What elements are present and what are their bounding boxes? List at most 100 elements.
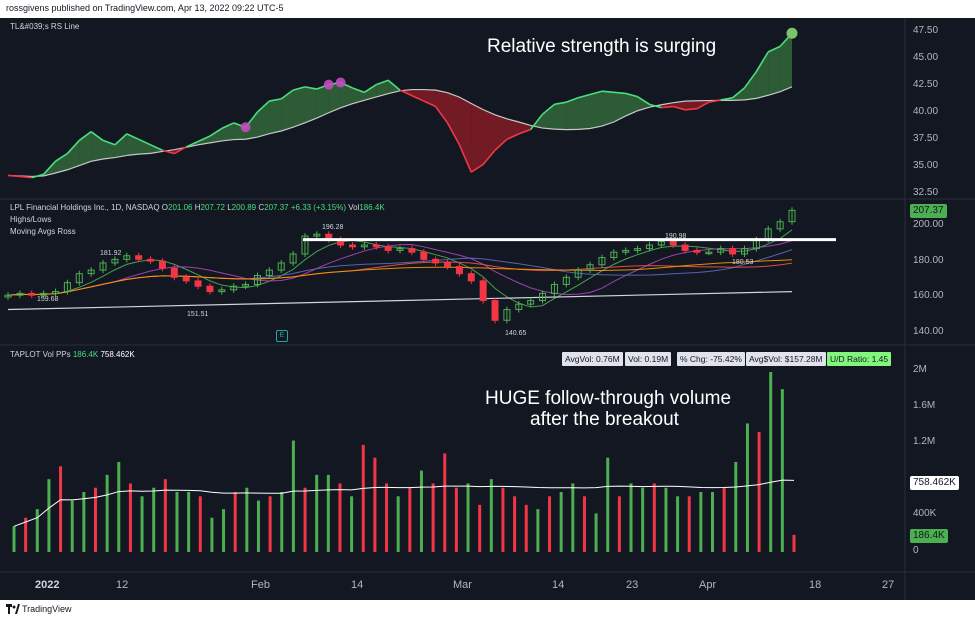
volume-bar <box>606 457 610 552</box>
volume-bar <box>47 479 51 552</box>
volume-ma-value: 758.462K <box>100 350 135 359</box>
earnings-marker[interactable]: E <box>276 330 288 342</box>
pivot-label: 196.28 <box>322 224 344 231</box>
volume-bar <box>12 526 16 552</box>
rs-ma-line <box>7 86 793 178</box>
rs-line-segment <box>434 106 449 124</box>
rs-line-segment <box>114 133 128 146</box>
volume-bar <box>419 470 423 552</box>
rs-line-segment <box>470 163 484 173</box>
pivot-label: 181.92 <box>100 250 122 257</box>
volume-annotation-line1: HUGE follow-through volume <box>485 388 732 409</box>
rs-fill-segment <box>126 133 139 156</box>
volume-bar <box>198 496 202 552</box>
candle-body <box>301 235 309 255</box>
candle-body <box>111 258 119 264</box>
volume-title: TAPLOT Vol PPs <box>10 350 71 359</box>
candle-body <box>467 273 475 282</box>
rs-line-segment <box>661 105 674 109</box>
volume-bar <box>513 496 517 552</box>
volume-bar <box>303 487 307 552</box>
candle-body <box>63 282 71 293</box>
candle-body <box>539 292 547 302</box>
candle-body <box>40 292 48 296</box>
rs-line-segment <box>637 96 650 106</box>
rs-line-segment <box>221 122 235 130</box>
x-axis-tick: Mar <box>453 579 472 591</box>
rs-line-segment <box>625 92 638 98</box>
volume-bar <box>385 483 389 552</box>
volume-bar <box>769 372 773 552</box>
volume-bar <box>745 423 749 552</box>
rs-fill-segment <box>506 118 519 140</box>
rs-fill-segment <box>447 92 460 145</box>
volume-bar <box>233 492 237 552</box>
candle-body <box>586 264 594 271</box>
chart-area[interactable] <box>0 18 975 600</box>
rs-line-segment <box>446 122 461 146</box>
x-axis-tick: 14 <box>351 579 364 591</box>
volume-bar <box>256 500 260 552</box>
rs-line-segment <box>589 90 603 96</box>
x-axis-tick: 18 <box>809 579 822 591</box>
candle-body <box>669 240 677 246</box>
candle-body <box>313 233 321 237</box>
rs-fill-segment <box>756 51 769 99</box>
candle-body <box>230 285 238 291</box>
o-label: O <box>161 203 169 212</box>
price-axis-tick: 140.00 <box>913 326 944 337</box>
rs-new-high-dot <box>786 27 798 39</box>
rs-line-segment <box>138 138 151 146</box>
rs-line-segment <box>755 51 769 72</box>
rs-line-segment <box>506 133 520 141</box>
candle-body <box>277 262 285 271</box>
volume-bar <box>641 487 645 552</box>
rs-line-segment <box>685 107 698 111</box>
rs-line-segment <box>363 83 377 93</box>
candle-body <box>693 249 701 253</box>
rs-line-segment <box>601 90 614 94</box>
price-legend: LPL Financial Holdings Inc., 1D, NASDAQ … <box>10 203 385 212</box>
rs-fill-segment <box>340 82 353 108</box>
publish-info: rossgivens published on TradingView.com,… <box>6 3 284 13</box>
candle-body <box>610 251 618 259</box>
volume-bar <box>82 492 86 552</box>
rs-new-high-dot <box>240 122 251 133</box>
candle-body <box>360 244 368 248</box>
candle-body <box>788 209 796 223</box>
rs-line-segment <box>554 101 567 106</box>
volume-last-tag: 186.4K <box>910 529 948 543</box>
volume-legend: TAPLOT Vol PPs 186.4K 758.462K <box>10 350 135 359</box>
volume-bar <box>757 432 761 552</box>
volume-bar <box>687 496 691 552</box>
rs-fill-segment <box>554 102 567 130</box>
rs-annotation: Relative strength is surging <box>487 36 717 57</box>
candle-body <box>182 276 190 282</box>
chart-svg[interactable] <box>0 18 975 600</box>
volume-bar <box>93 487 97 552</box>
volume-bar <box>70 500 74 552</box>
rs-line-segment <box>518 128 531 135</box>
rs-line-segment <box>530 113 544 130</box>
volume-bar <box>350 496 354 552</box>
rs-fill-segment <box>768 46 781 96</box>
rs-line-segment <box>458 144 473 173</box>
volume-bar <box>117 462 121 552</box>
rs-line-segment <box>162 149 175 155</box>
rs-line-segment <box>31 173 44 179</box>
candle-body <box>515 303 523 311</box>
rs-fill-segment <box>744 71 757 100</box>
x-axis-tick: 12 <box>116 579 129 591</box>
candle-body <box>28 292 36 296</box>
rs-line-segment <box>352 87 365 94</box>
volume-bar <box>163 479 167 552</box>
volume-bar <box>582 496 586 552</box>
rs-line-segment <box>55 152 68 162</box>
rs-line-segment <box>280 89 294 100</box>
volume-bar <box>361 444 365 552</box>
candle-body <box>384 246 392 251</box>
stat-avg-dollar-vol: Avg$Vol: $157.28M <box>746 352 826 366</box>
volume-ma-line <box>13 479 795 527</box>
volume-bar <box>699 492 703 552</box>
rs-fill-segment <box>55 153 68 174</box>
